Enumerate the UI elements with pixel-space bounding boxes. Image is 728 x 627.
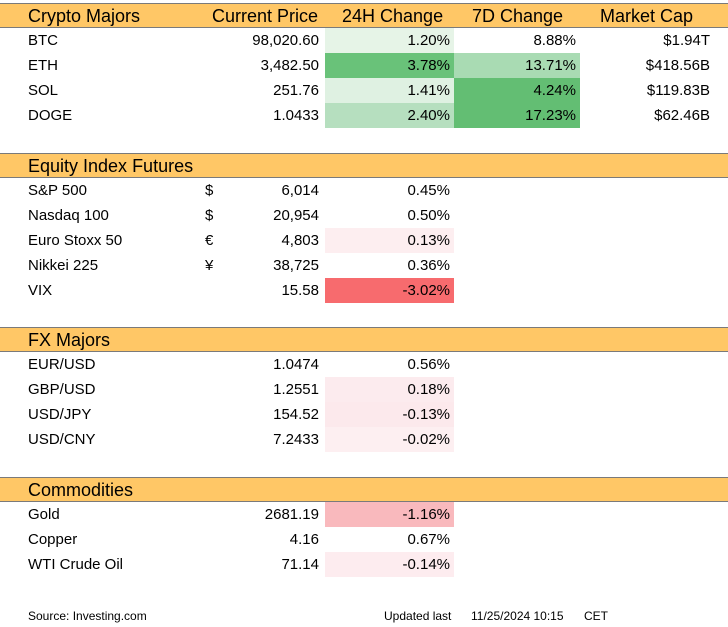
asset-name: SOL xyxy=(28,82,59,99)
table-row: S&P 500 $6,014 0.45% xyxy=(0,178,728,203)
commodity-name: Copper xyxy=(28,531,78,548)
change-24h: -1.16% xyxy=(325,502,454,527)
currency-symbol xyxy=(205,278,225,303)
table-row: WTI Crude Oil 71.14 -0.14% xyxy=(0,552,728,577)
change-24h: 0.67% xyxy=(325,527,454,552)
change-7d: 4.24% xyxy=(454,78,580,103)
change-7d: 13.71% xyxy=(454,53,580,78)
market-cap: $1.94T xyxy=(663,32,710,49)
current-price: 1.0474 xyxy=(273,356,319,373)
table-row: VIX 15.58 -3.02% xyxy=(0,278,728,303)
commodity-name: Gold xyxy=(28,506,60,523)
change-24h: 0.56% xyxy=(325,352,454,377)
currency-symbol: ¥ xyxy=(205,257,214,274)
change-24h: -3.02% xyxy=(325,278,454,303)
pair-name: GBP/USD xyxy=(28,381,96,398)
market-cap: $62.46B xyxy=(654,107,710,124)
change-24h: 0.50% xyxy=(325,203,454,228)
index-name: Nikkei 225 xyxy=(28,257,99,274)
table-row: Nikkei 225 ¥38,725 0.36% xyxy=(0,253,728,278)
change-24h: -0.13% xyxy=(325,402,454,427)
change-24h: 1.41% xyxy=(325,78,454,103)
equity-header-row: Equity Index Futures xyxy=(0,153,728,178)
current-price: 4.16 xyxy=(289,531,319,548)
change-24h: 0.18% xyxy=(325,377,454,402)
current-price: 2681.19 xyxy=(264,506,319,523)
table-row: EUR/USD 1.0474 0.56% xyxy=(0,352,728,377)
crypto-header-row: Crypto Majors Current Price 24H Change 7… xyxy=(0,3,728,28)
current-price: 15.58 xyxy=(281,282,319,299)
table-row: GBP/USD 1.2551 0.18% xyxy=(0,377,728,402)
change-24h: 1.20% xyxy=(325,28,454,53)
updated-timestamp: 11/25/2024 10:15 xyxy=(471,609,564,623)
table-row: DOGE 1.0433 2.40% 17.23% $62.46B xyxy=(0,103,728,128)
change-24h: 0.45% xyxy=(325,178,454,203)
table-row: USD/JPY 154.52 -0.13% xyxy=(0,402,728,427)
7d-change-column-header: 7D Change xyxy=(472,6,564,26)
fx-header-row: FX Majors xyxy=(0,327,728,352)
current-price: 3,482.50 xyxy=(260,57,319,74)
change-24h: 0.36% xyxy=(325,253,454,278)
commodities-header-row: Commodities xyxy=(0,477,728,502)
current-price: 4,803 xyxy=(281,232,319,249)
current-price: 71.14 xyxy=(281,556,319,573)
table-row: Gold 2681.19 -1.16% xyxy=(0,502,728,527)
asset-name: DOGE xyxy=(28,107,73,124)
change-7d: 17.23% xyxy=(454,103,580,128)
commodities-section-title: Commodities xyxy=(28,480,134,500)
24h-change-column-header: 24H Change xyxy=(342,6,444,26)
currency-symbol: $ xyxy=(205,182,214,199)
index-name: S&P 500 xyxy=(28,182,87,199)
change-24h: -0.02% xyxy=(325,427,454,452)
change-7d: 8.88% xyxy=(454,28,580,53)
table-row: Euro Stoxx 50 €4,803 0.13% xyxy=(0,228,728,253)
market-cap: $418.56B xyxy=(645,57,710,74)
currency-symbol: $ xyxy=(205,207,214,224)
change-24h: 3.78% xyxy=(325,53,454,78)
source-note: Source: Investing.com xyxy=(28,609,147,623)
current-price: 20,954 xyxy=(273,207,319,224)
table-row: SOL 251.76 1.41% 4.24% $119.83B xyxy=(0,78,728,103)
asset-name: BTC xyxy=(28,32,58,49)
index-name: Euro Stoxx 50 xyxy=(28,232,123,249)
pair-name: USD/CNY xyxy=(28,431,96,448)
table-row: BTC 98,020.60 1.20% 8.88% $1.94T xyxy=(0,28,728,53)
equity-section-title: Equity Index Futures xyxy=(28,156,194,176)
currency-symbol: € xyxy=(205,232,214,249)
crypto-section-title: Crypto Majors xyxy=(28,6,141,26)
current-price: 1.2551 xyxy=(273,381,319,398)
current-price: 38,725 xyxy=(273,257,319,274)
index-name: Nasdaq 100 xyxy=(28,207,109,224)
current-price-column-header: Current Price xyxy=(212,6,319,26)
commodity-name: WTI Crude Oil xyxy=(28,556,124,573)
table-row: ETH 3,482.50 3.78% 13.71% $418.56B xyxy=(0,53,728,78)
market-cap: $119.83B xyxy=(646,82,710,99)
table-row: USD/CNY 7.2433 -0.02% xyxy=(0,427,728,452)
updated-label: Updated last xyxy=(384,609,452,623)
table-row: Nasdaq 100 $20,954 0.50% xyxy=(0,203,728,228)
current-price: 98,020.60 xyxy=(252,32,319,49)
fx-section-title: FX Majors xyxy=(28,330,111,350)
index-name: VIX xyxy=(28,282,53,299)
current-price: 7.2433 xyxy=(273,431,319,448)
change-24h: -0.14% xyxy=(325,552,454,577)
timezone-label: CET xyxy=(584,609,608,623)
current-price: 251.76 xyxy=(273,82,319,99)
asset-name: ETH xyxy=(28,57,58,74)
market-cap-column-header: Market Cap xyxy=(600,6,694,26)
table-row: Copper 4.16 0.67% xyxy=(0,527,728,552)
current-price: 1.0433 xyxy=(273,107,319,124)
change-24h: 0.13% xyxy=(325,228,454,253)
change-24h: 2.40% xyxy=(325,103,454,128)
current-price: 154.52 xyxy=(273,406,319,423)
current-price: 6,014 xyxy=(281,182,319,199)
pair-name: EUR/USD xyxy=(28,356,96,373)
pair-name: USD/JPY xyxy=(28,406,92,423)
